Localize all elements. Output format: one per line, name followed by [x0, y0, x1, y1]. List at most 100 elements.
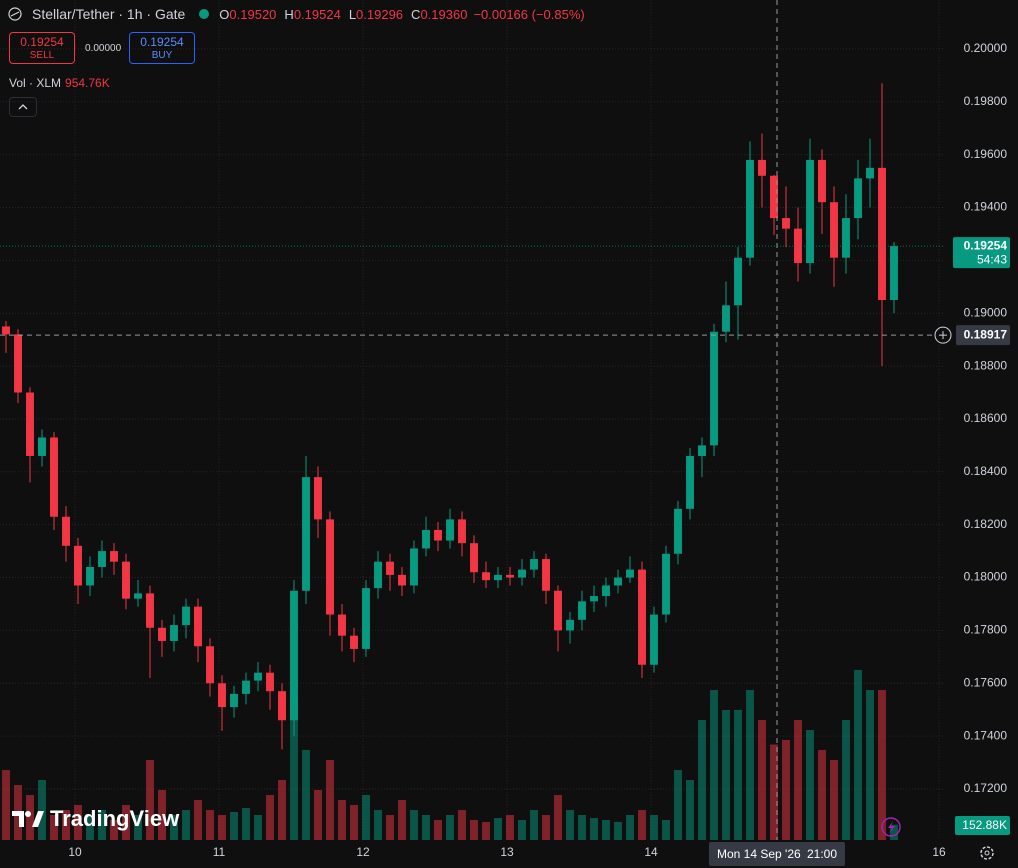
- volume-bar: [782, 740, 790, 840]
- candle-body: [410, 548, 418, 586]
- volume-bar: [710, 690, 718, 840]
- volume-bar: [98, 810, 106, 840]
- volume-bar: [686, 780, 694, 840]
- volume-bar: [302, 750, 310, 840]
- collapse-button[interactable]: [9, 97, 37, 117]
- volume-bar: [482, 822, 490, 840]
- candle-body: [50, 437, 58, 517]
- volume-bar: [470, 820, 478, 840]
- candle-body: [290, 590, 298, 721]
- candle-body: [122, 561, 130, 599]
- candle-body: [14, 334, 22, 393]
- candle-body: [302, 477, 310, 591]
- candle-body: [710, 331, 718, 446]
- candle-body: [230, 693, 238, 708]
- candle-body: [158, 627, 166, 641]
- header: Stellar/Tether · 1h · Gate O0.19520 H0.19…: [8, 6, 585, 22]
- x-tick-label: 10: [68, 845, 82, 859]
- volume-bar: [446, 815, 454, 840]
- volume-bar: [194, 800, 202, 840]
- y-tick-label: 0.20000: [964, 41, 1008, 55]
- ohlc-value: 0.19296: [356, 6, 404, 22]
- candle-body: [806, 159, 814, 263]
- x-tick-label: 16: [932, 845, 946, 859]
- volume-bar: [410, 810, 418, 840]
- volume-bar: [530, 810, 538, 840]
- volume-bar: [314, 790, 322, 840]
- candle-body: [458, 519, 466, 544]
- volume-bar: [50, 815, 58, 840]
- change: −0.00166 (−0.85%): [473, 6, 585, 22]
- buy-button[interactable]: 0.19254 BUY: [129, 32, 195, 64]
- volume-bar: [242, 808, 250, 840]
- candle-body: [494, 574, 502, 581]
- candle-body: [182, 606, 190, 626]
- last-price-tag: [953, 237, 1010, 269]
- candle-body: [566, 619, 574, 631]
- volume-bar: [326, 760, 334, 840]
- y-tick-label: 0.18000: [964, 570, 1008, 584]
- candle-body: [134, 593, 142, 599]
- x-tick-label: 11: [213, 845, 226, 859]
- status-dot: [199, 9, 210, 19]
- crosshair-date-tag: [709, 842, 845, 866]
- candle-body: [62, 516, 70, 546]
- crosshair-date-label: Mon 14 Sep '26: [717, 847, 801, 861]
- y-tick-label: 0.17200: [964, 781, 1008, 795]
- y-tick-label: 0.18800: [964, 358, 1008, 372]
- volume-bar: [2, 770, 10, 840]
- volume-bar: [62, 810, 70, 840]
- volume-bar: [854, 670, 862, 840]
- chart-title[interactable]: Stellar/Tether · 1h · Gate: [32, 6, 186, 22]
- volume-bar: [662, 820, 670, 840]
- volume-bar: [722, 710, 730, 840]
- sell-button[interactable]: 0.19254 SELL: [9, 32, 75, 64]
- candle-body: [86, 566, 94, 586]
- volume-bar: [266, 795, 274, 840]
- candle-body: [98, 551, 106, 567]
- volume-bar: [554, 795, 562, 840]
- volume-bar: [218, 815, 226, 840]
- volume-bar: [434, 820, 442, 840]
- volume-bar: [206, 810, 214, 840]
- volume-bar: [254, 815, 262, 840]
- candle-body: [542, 559, 550, 591]
- candle-body: [674, 508, 682, 554]
- candle-body: [278, 691, 286, 721]
- buy-price: 0.19254: [140, 35, 184, 49]
- x-tick-label: 13: [500, 845, 514, 859]
- volume-bar: [362, 795, 370, 840]
- volume-bar: [122, 805, 130, 840]
- candle-body: [398, 574, 406, 586]
- candle-body: [662, 553, 670, 615]
- ohlc-item: O0.19520: [219, 7, 276, 22]
- candle-body: [2, 326, 10, 335]
- candle-body: [314, 477, 322, 520]
- volume-bar: [794, 720, 802, 840]
- lightning-button[interactable]: [881, 817, 901, 837]
- volume-bar: [230, 812, 238, 840]
- volume-bar: [374, 810, 382, 840]
- volume-bar: [698, 720, 706, 840]
- x-tick-label: 14: [644, 845, 658, 859]
- volume-bar: [626, 815, 634, 840]
- volume-bar: [170, 815, 178, 840]
- ohlc-item: H0.19524: [284, 7, 340, 22]
- candle-body: [506, 574, 514, 578]
- sell-price: 0.19254: [20, 35, 64, 49]
- candle-body: [218, 683, 226, 708]
- volume-bar: [518, 820, 526, 840]
- candle-body: [422, 529, 430, 549]
- volume-bar: [38, 780, 46, 840]
- volume-bar: [746, 690, 754, 840]
- candle-body: [890, 246, 898, 300]
- candle-body: [734, 257, 742, 306]
- candle-body: [614, 577, 622, 586]
- candle-body: [338, 614, 346, 636]
- settings-button[interactable]: [980, 846, 994, 860]
- buy-label: BUY: [151, 50, 173, 61]
- candle-body: [698, 445, 706, 456]
- volume-bar: [506, 815, 514, 840]
- candle-body: [878, 167, 886, 300]
- lightning-icon: [888, 821, 895, 834]
